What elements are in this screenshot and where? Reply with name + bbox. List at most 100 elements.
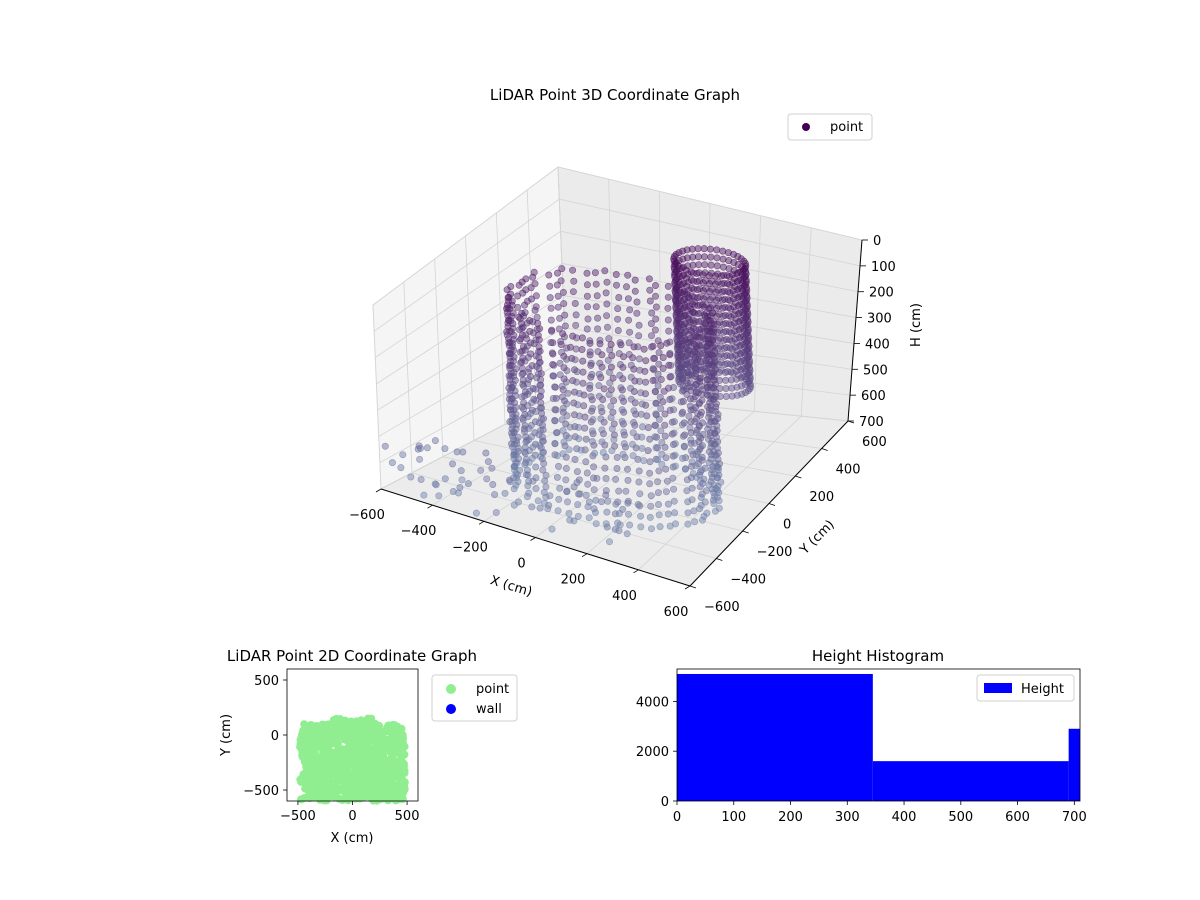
point-3d — [584, 503, 592, 511]
legend-hist-swatch — [984, 683, 1012, 693]
point-3d — [637, 512, 645, 520]
grid-line-back-h — [560, 230, 859, 293]
point-3d — [723, 272, 731, 280]
point-3d — [563, 487, 571, 495]
point-3d — [640, 345, 648, 353]
y-tick-3d — [689, 585, 697, 589]
x-tick-label-3d: 200 — [561, 573, 586, 588]
point-3d — [519, 323, 527, 331]
point-3d — [596, 336, 604, 344]
point-3d — [726, 352, 734, 360]
point-3d — [678, 421, 686, 429]
point-3d — [678, 410, 686, 418]
point-3d — [514, 303, 522, 311]
point-3d — [615, 293, 623, 301]
point-3d — [604, 497, 612, 505]
point-3d — [620, 397, 628, 405]
point-3d — [584, 315, 592, 323]
point-3d — [715, 504, 723, 512]
point-3d — [630, 343, 638, 351]
point-3d — [532, 352, 540, 360]
point-3d — [523, 335, 531, 343]
point-3d — [565, 509, 573, 517]
x-tick-3d — [684, 585, 691, 590]
point-2d — [317, 774, 326, 783]
y-tick-3d — [821, 448, 828, 451]
point-3d — [714, 286, 722, 294]
y-tick-label-hist: 4000 — [636, 695, 669, 710]
point-3d — [553, 452, 561, 460]
point-3d — [560, 333, 568, 341]
point-3d — [441, 475, 449, 483]
point-3d — [624, 510, 632, 518]
grid-line-left-h — [373, 198, 560, 332]
point-2d — [331, 783, 340, 792]
point-3d — [688, 484, 696, 492]
point-3d — [727, 360, 735, 368]
point-3d — [684, 520, 692, 528]
point-3d — [696, 443, 704, 451]
point-3d — [601, 464, 609, 472]
point-3d — [704, 425, 712, 433]
point-3d — [629, 452, 637, 460]
point-3d — [705, 413, 713, 421]
z-tick-label-3d: 200 — [869, 286, 894, 301]
grid-line-floor-y — [535, 407, 822, 449]
chart-hist-title: Height Histogram — [812, 647, 944, 665]
point-3d — [706, 245, 714, 253]
point-3d — [730, 258, 738, 266]
point-3d — [516, 337, 524, 345]
point-3d — [616, 360, 624, 368]
point-3d — [569, 377, 577, 385]
y-tick-label-3d: 600 — [862, 435, 887, 450]
point-3d — [532, 485, 540, 493]
point-2d — [371, 742, 380, 751]
point-3d — [448, 460, 456, 468]
point-3d — [618, 417, 626, 425]
y-tick-3d — [795, 475, 802, 479]
point-3d — [651, 387, 659, 395]
point-3d — [714, 270, 722, 278]
point-3d — [689, 253, 697, 261]
point-3d — [510, 485, 518, 493]
point-3d — [722, 327, 730, 335]
legend-3d-marker — [802, 123, 810, 131]
point-3d — [548, 349, 556, 357]
y-axis-label-2d: Y (cm) — [219, 714, 234, 757]
point-3d — [666, 349, 674, 357]
point-3d — [638, 444, 646, 452]
point-3d — [562, 355, 570, 363]
point-3d — [710, 392, 718, 400]
point-3d — [679, 454, 687, 462]
z-tick-label-3d: 0 — [873, 234, 881, 249]
point-3d — [519, 416, 527, 424]
y-tick-label-2d: 0 — [271, 729, 279, 744]
point-3d — [684, 509, 692, 517]
point-3d — [529, 329, 537, 337]
legend-hist-label: Height — [1021, 682, 1064, 697]
point-3d — [552, 429, 560, 437]
point-3d — [591, 449, 599, 457]
point-3d — [703, 375, 711, 383]
x-tick-3d — [581, 553, 588, 558]
point-3d — [682, 327, 690, 335]
point-3d — [708, 285, 716, 293]
point-3d — [609, 374, 617, 382]
point-3d — [697, 374, 705, 382]
point-3d — [724, 288, 732, 296]
point-2d — [305, 785, 314, 794]
point-2d — [368, 769, 377, 778]
point-3d — [549, 394, 557, 402]
point-3d — [599, 448, 607, 456]
point-3d — [590, 486, 598, 494]
point-3d — [630, 407, 638, 415]
point-3d — [626, 306, 634, 314]
point-3d — [631, 287, 639, 295]
point-3d — [649, 376, 657, 384]
point-3d — [716, 318, 724, 326]
grid-line-back-h — [565, 359, 851, 396]
point-3d — [527, 350, 535, 358]
point-3d — [714, 410, 722, 418]
point-3d — [546, 282, 554, 290]
point-3d — [608, 425, 616, 433]
